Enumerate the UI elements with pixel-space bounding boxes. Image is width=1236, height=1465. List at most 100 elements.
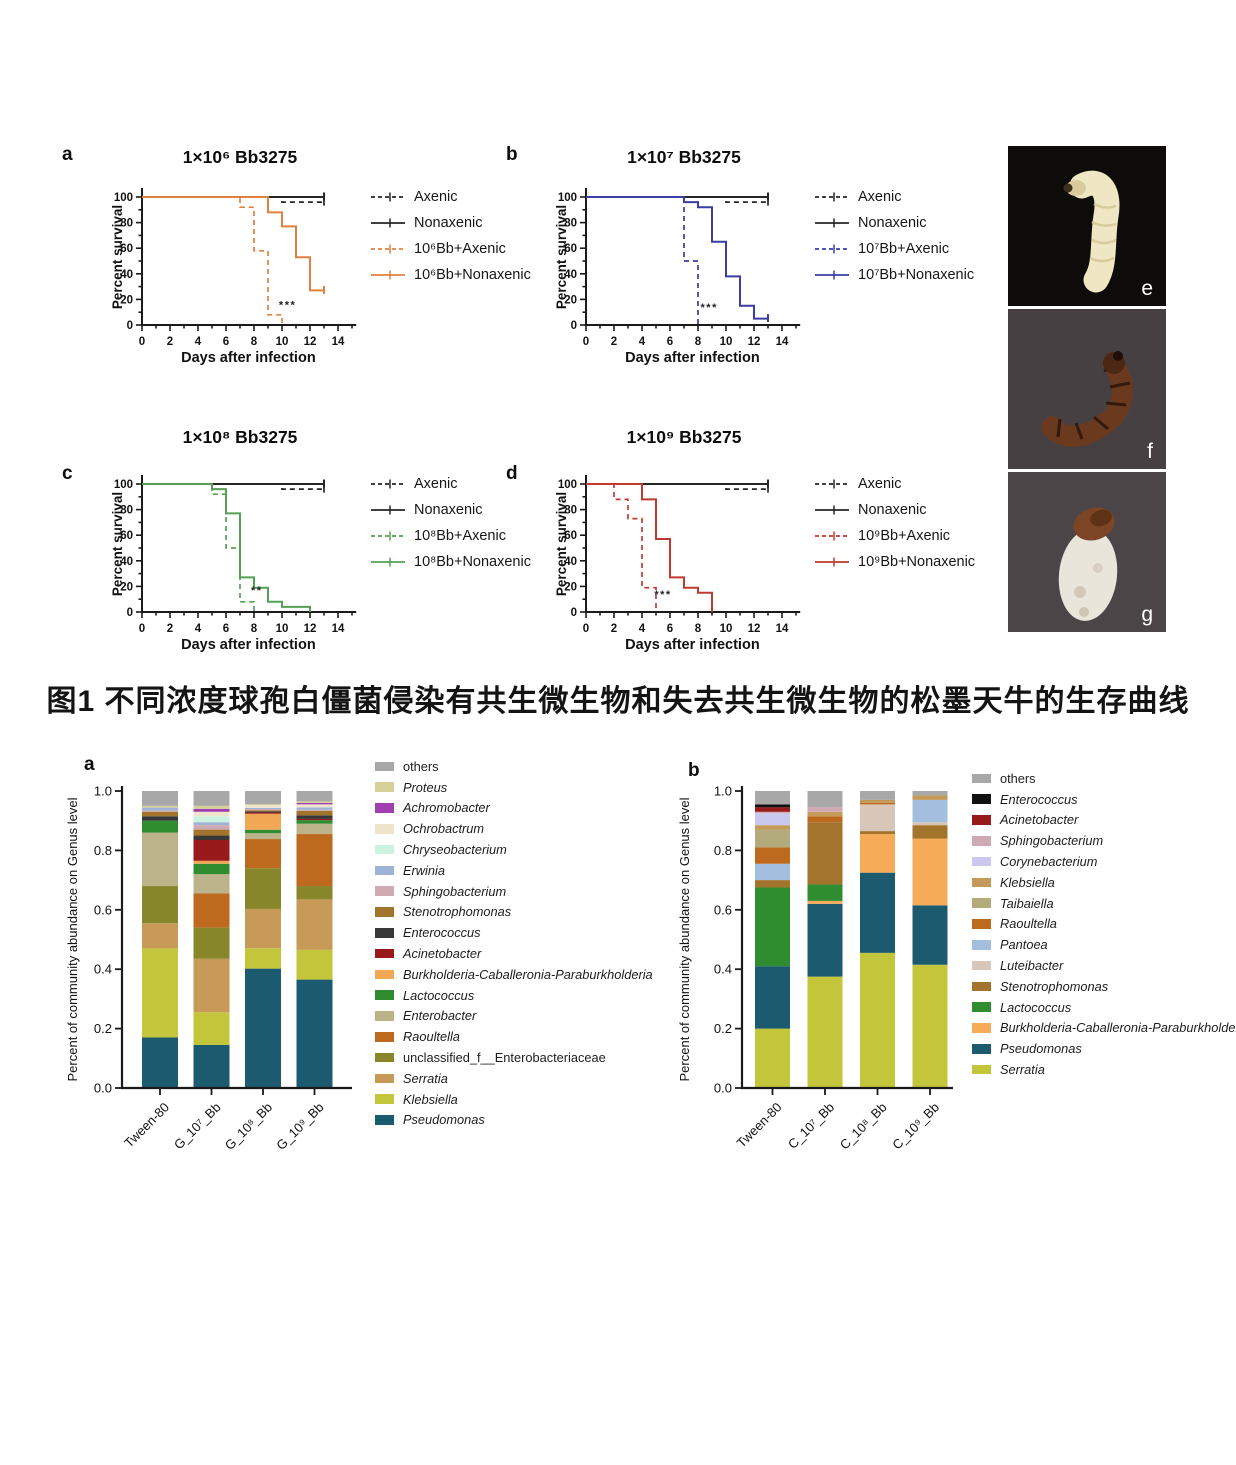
panel-title-b: 1×10⁷ Bb3275 xyxy=(627,147,741,167)
bar-segment-Stenotrophomonas xyxy=(807,822,843,885)
axes xyxy=(141,475,357,613)
bar-segment-Serratia xyxy=(755,1028,790,1088)
panel-letter-b: b xyxy=(506,144,518,165)
photo-healthy-larva: e xyxy=(1008,146,1166,306)
legend-label: Nonaxenic xyxy=(414,502,483,518)
bar-segment-others xyxy=(245,791,281,805)
y-axis-title: Percent of community abundance on Genus … xyxy=(677,797,692,1081)
svg-text:100: 100 xyxy=(558,192,577,204)
legend-label: Stenotrophomonas xyxy=(1000,978,1109,994)
x-category-label: Tween-80 xyxy=(734,1100,785,1151)
y-axis-title: Percent survival xyxy=(554,205,569,309)
legend-color-swatch xyxy=(375,782,394,792)
legend-label: Proteus xyxy=(403,779,448,795)
legend-item: Sphingobacterium xyxy=(972,830,1236,851)
ticks xyxy=(115,790,316,1095)
x-axis-title: Days after infection xyxy=(625,637,760,653)
bar-segment-others xyxy=(296,791,333,802)
bar-segment-Enterobacter xyxy=(142,832,178,887)
svg-text:8: 8 xyxy=(251,623,258,635)
ticks xyxy=(136,483,353,618)
bar-segment-Pseudomonas xyxy=(807,903,843,977)
bar-segment-Pseudomonas xyxy=(142,1037,178,1088)
legend-label: Pantoea xyxy=(1000,937,1048,953)
svg-text:6: 6 xyxy=(667,336,673,348)
bar-segment-Sphingobacterium xyxy=(245,809,281,811)
significance-marker: *** xyxy=(279,299,296,311)
tick-labels: 0 20 40 60 80 100 0 2 4 6 8 10 12 14 xyxy=(558,192,789,348)
bar-segment-Sphingobacterium xyxy=(142,810,178,812)
svg-text:20: 20 xyxy=(564,294,577,306)
ticks xyxy=(136,196,353,331)
bar-segment-Klebsiella xyxy=(807,811,843,817)
legend-item: Luteibacter xyxy=(972,955,1236,976)
bar-segment-Lactococcus xyxy=(296,820,333,824)
bar-segment-Enterococcus xyxy=(193,835,230,841)
svg-text:80: 80 xyxy=(120,505,133,517)
svg-text:0: 0 xyxy=(583,623,589,635)
legend-color-swatch xyxy=(375,969,394,980)
legend-label: Nonaxenic xyxy=(858,502,927,518)
svg-text:10: 10 xyxy=(276,336,289,348)
figure-caption: 图1 不同浓度球孢白僵菌侵染有共生微生物和失去共生微生物的松墨天牛的生存曲线 xyxy=(46,685,1190,718)
svg-text:6: 6 xyxy=(667,623,673,635)
survival-legend-d: Axenic Nonaxenic 10⁹Bb+Axenic 10⁹Bb+Nonaxen… xyxy=(814,471,975,575)
bar-segment-Serratia xyxy=(193,958,230,1013)
svg-text:20: 20 xyxy=(120,581,133,593)
svg-text:0.0: 0.0 xyxy=(94,1081,112,1096)
legend-item: 10⁹Bb+Nonaxenic xyxy=(814,549,975,575)
svg-text:0.2: 0.2 xyxy=(94,1021,112,1036)
stacked-bars xyxy=(142,791,333,1088)
legend-label: Acinetobacter xyxy=(1000,812,1079,828)
photo-label-e: e xyxy=(1141,277,1153,300)
bar-segment-Serratia xyxy=(245,908,281,949)
bar-segment-Burkholderia-Caballeronia-Paraburkholderia xyxy=(193,860,230,864)
legend-label: Raoultella xyxy=(1000,916,1057,932)
legend-item: Nonaxenic xyxy=(814,497,975,523)
legend-item: Erwinia xyxy=(375,860,653,881)
bar-segment-Lactococcus xyxy=(142,820,178,833)
svg-text:60: 60 xyxy=(564,530,577,542)
svg-text:8: 8 xyxy=(695,336,702,348)
x-axis-title: Days after infection xyxy=(181,637,316,653)
legend-label: Axenic xyxy=(414,189,458,205)
bar-segment-Lactococcus xyxy=(245,829,281,834)
legend-label: 10⁷Bb+Axenic xyxy=(858,241,950,257)
legend-color-swatch xyxy=(972,836,991,846)
legend-label: Sphingobacterium xyxy=(403,883,507,899)
bar-segment-Proteus xyxy=(245,804,281,805)
photo-dead-larva: f xyxy=(1008,309,1166,469)
solid-line-key-icon xyxy=(371,218,405,228)
legend-color-swatch xyxy=(972,773,991,784)
legend-item: Nonaxenic xyxy=(814,210,974,236)
dead-larva-image xyxy=(1008,309,1166,469)
bar-segment-Sphingobacterium xyxy=(807,807,843,812)
legend-item: others xyxy=(972,768,1236,789)
survival-plot-b: 0 20 40 60 80 100 0 2 4 6 8 10 12 14 Days after infect… xyxy=(554,188,801,366)
axes xyxy=(141,188,357,326)
legend-label: Klebsiella xyxy=(403,1091,458,1107)
significance-marker: *** xyxy=(701,302,718,314)
svg-text:10: 10 xyxy=(276,623,289,635)
bar-segment-Erwinia xyxy=(296,807,333,810)
legend-item: Enterococcus xyxy=(972,789,1236,810)
legend-label: 10⁹Bb+Nonaxenic xyxy=(858,554,976,570)
legend-item: Achromobacter xyxy=(375,798,653,819)
bar-panel-a: a 0.0 0.2 0.4 0.6 0.8 1.0 Tween-80 G_10⁷_Bb G_10… xyxy=(60,742,680,1207)
series-10⁸Bb+Axenic xyxy=(142,483,255,612)
bar-segment-others xyxy=(142,791,178,806)
bar-segment-Enterococcus xyxy=(296,815,333,819)
legend-label: others xyxy=(1000,770,1036,786)
x-category-label: C_10⁹_Bb xyxy=(889,1100,942,1153)
legend-item: 10⁹Bb+Axenic xyxy=(814,523,975,549)
tick-labels: 0.0 0.2 0.4 0.6 0.8 1.0 xyxy=(714,784,732,1096)
legend-label: Enterococcus xyxy=(403,925,481,941)
legend-label: Pseudomonas xyxy=(403,1112,485,1128)
legend-item: Ochrobactrum xyxy=(375,818,653,839)
legend-item: 10⁶Bb+Axenic xyxy=(370,236,531,262)
bar-segment-Raoultella xyxy=(296,834,333,887)
solid-line-key-icon xyxy=(815,218,849,228)
solid-line-key-icon xyxy=(815,557,849,567)
svg-text:0: 0 xyxy=(571,320,577,332)
legend-item: Raoultella xyxy=(972,914,1236,935)
